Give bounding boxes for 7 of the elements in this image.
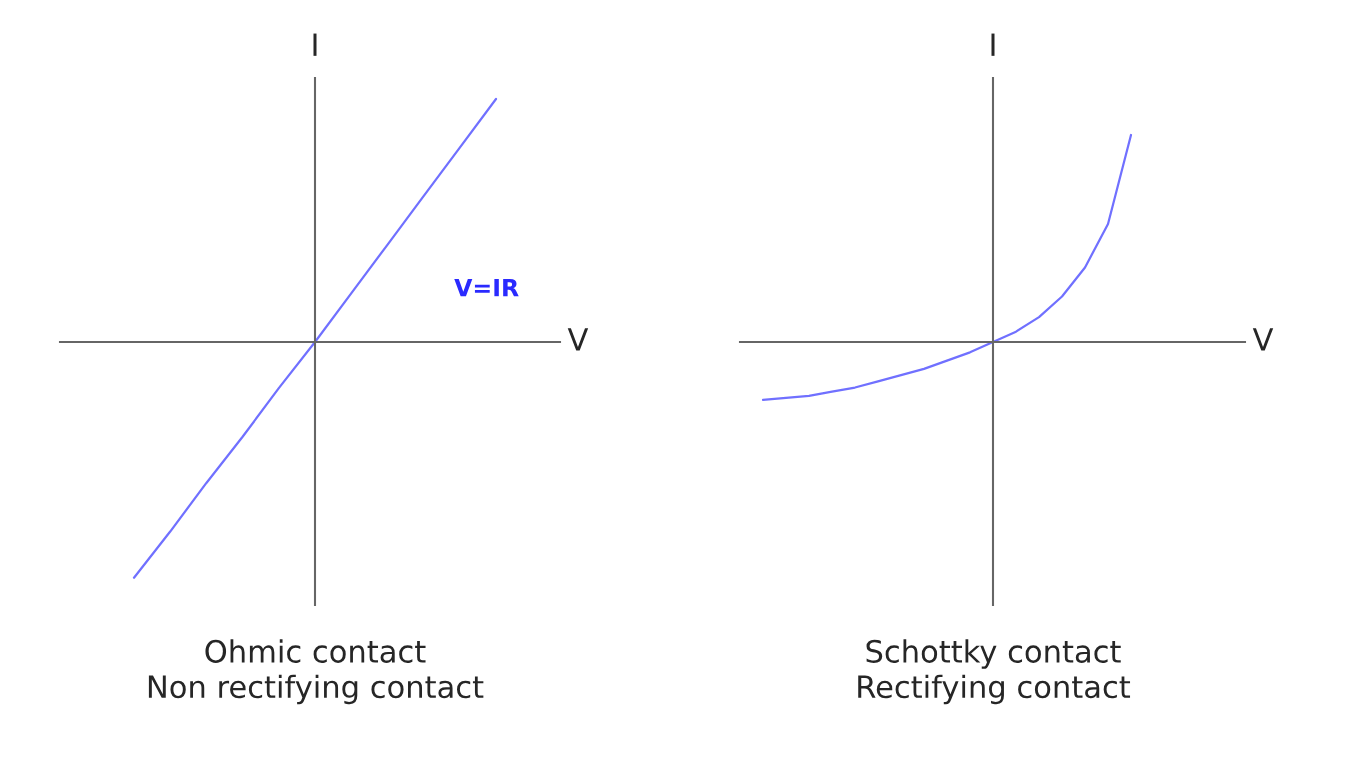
y-axis-title: I [313,33,317,56]
text: Ohmic contact Non rectifying contact [148,639,484,705]
y-axis-title: I [991,33,995,56]
text: Schottky contact Rectifying contact [858,639,1131,705]
x-axis-title: V [567,328,589,351]
text: V=IR [454,278,519,297]
x-axis-title: V [1252,328,1274,351]
